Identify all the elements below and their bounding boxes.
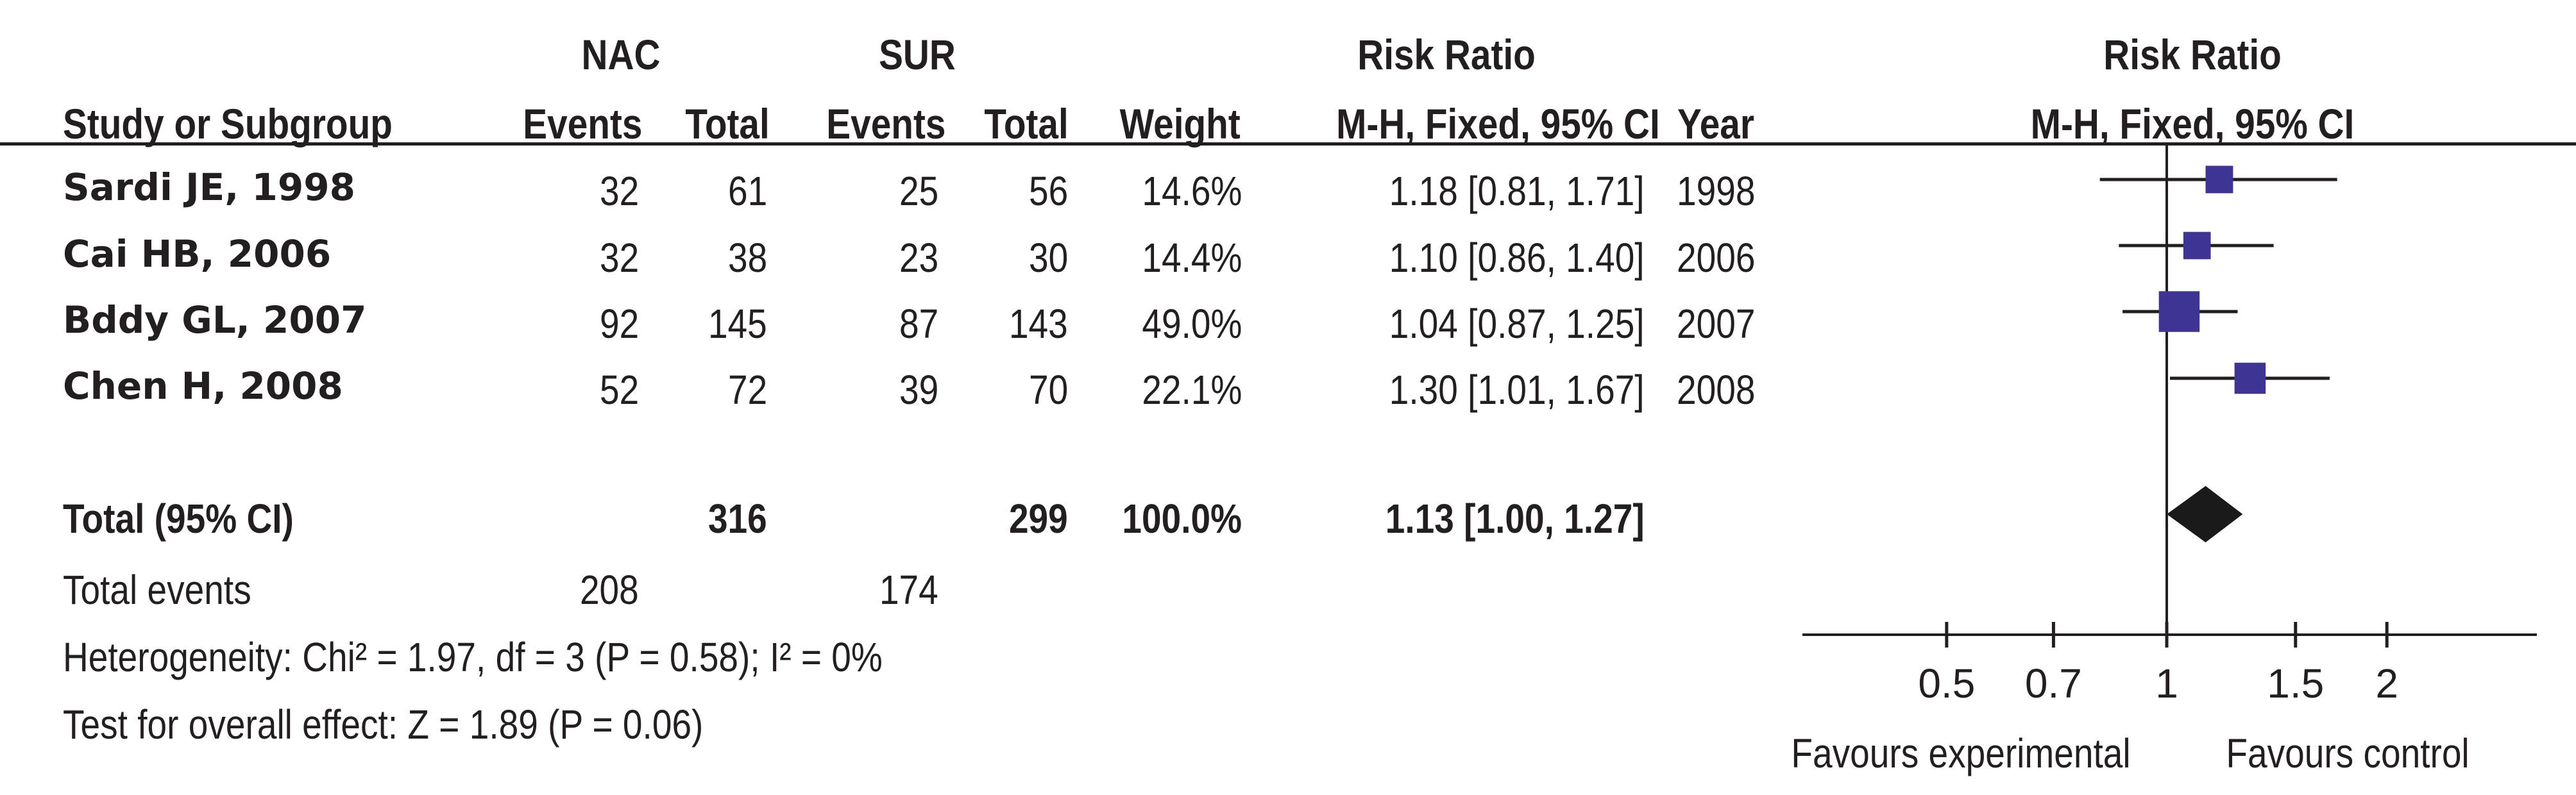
total1-cell: 61 [727, 168, 767, 214]
overall-effect-text: Test for overall effect: Z = 1.89 (P = 0… [63, 701, 704, 748]
weight-cell: 49.0% [1141, 301, 1242, 347]
x-tick-label: 0.7 [2025, 660, 2082, 707]
year-cell: 2007 [1677, 301, 1756, 347]
ci-cell: 1.10 [0.86, 1.40] [1389, 235, 1645, 281]
events2-cell: 39 [899, 367, 938, 413]
year-cell: 1998 [1677, 168, 1756, 214]
year-header: Year [1677, 100, 1754, 147]
total-events-label: Total events [63, 567, 251, 613]
year-cell: 2006 [1677, 235, 1756, 281]
total2-cell: 143 [1009, 301, 1068, 347]
group1-header: NAC [581, 31, 661, 78]
events2-cell: 87 [899, 301, 938, 347]
total2-cell: 30 [1028, 235, 1068, 281]
total1-cell: 38 [727, 235, 767, 281]
weight-cell: 14.4% [1141, 235, 1242, 281]
total-events2: 174 [879, 567, 938, 613]
total2-cell: 70 [1028, 367, 1068, 413]
effect-square [2158, 291, 2200, 332]
events1-cell: 52 [599, 367, 639, 413]
effect-square [2183, 231, 2211, 260]
study-column-header: Study or Subgroup [63, 100, 393, 147]
x-tick-label: 1.5 [2267, 660, 2324, 707]
weight-cell: 22.1% [1141, 367, 1242, 413]
x-tick-label: 0.5 [1918, 660, 1975, 707]
ci-cell: 1.30 [1.01, 1.67] [1389, 367, 1645, 413]
study-name: Chen H, 2008 [63, 364, 343, 408]
events2-header: Events [826, 100, 945, 147]
total2-header: Total [984, 100, 1069, 147]
total-label: Total (95% CI) [63, 496, 294, 542]
events2-cell: 25 [899, 168, 938, 214]
events1-cell: 32 [599, 235, 639, 281]
events1-header: Events [522, 100, 642, 147]
pooled-diamond [2167, 486, 2243, 542]
total-weight: 100.0% [1122, 496, 1242, 542]
events1-cell: 32 [599, 168, 639, 214]
total1-cell: 145 [708, 301, 767, 347]
header-rule [0, 142, 2576, 146]
ci-cell: 1.04 [0.87, 1.25] [1389, 301, 1645, 347]
total2-cell: 56 [1028, 168, 1068, 214]
total-events1: 208 [580, 567, 639, 613]
favours-left-label: Favours experimental [1791, 730, 2131, 776]
ci-cell: 1.18 [0.81, 1.71] [1389, 168, 1645, 214]
total2-sum: 299 [1009, 496, 1068, 542]
weight-cell: 14.6% [1141, 168, 1242, 214]
events2-cell: 23 [899, 235, 938, 281]
heterogeneity-text: Heterogeneity: Chi² = 1.97, df = 3 (P = … [63, 634, 883, 680]
x-tick-label: 2 [2375, 660, 2398, 707]
effect-square [2205, 165, 2233, 194]
effect-square [2234, 362, 2266, 394]
group2-header: SUR [879, 31, 956, 78]
plot-method-header: M-H, Fixed, 95% CI [2030, 100, 2355, 147]
favours-right-label: Favours control [2226, 730, 2470, 776]
year-cell: 2008 [1677, 367, 1756, 413]
x-tick-label: 1 [2155, 660, 2178, 707]
study-name: Bddy GL, 2007 [63, 298, 367, 342]
study-name: Cai HB, 2006 [63, 232, 332, 276]
weight-header: Weight [1119, 100, 1241, 147]
events1-cell: 92 [599, 301, 639, 347]
total-ci: 1.13 [1.00, 1.27] [1385, 496, 1645, 542]
plot-title: Risk Ratio [2103, 31, 2282, 78]
study-name: Sardi JE, 1998 [63, 165, 355, 209]
effect-title: Risk Ratio [1357, 31, 1536, 78]
method-header: M-H, Fixed, 95% CI [1336, 100, 1660, 147]
total1-header: Total [685, 100, 770, 147]
total1-sum: 316 [708, 496, 767, 542]
total1-cell: 72 [727, 367, 767, 413]
